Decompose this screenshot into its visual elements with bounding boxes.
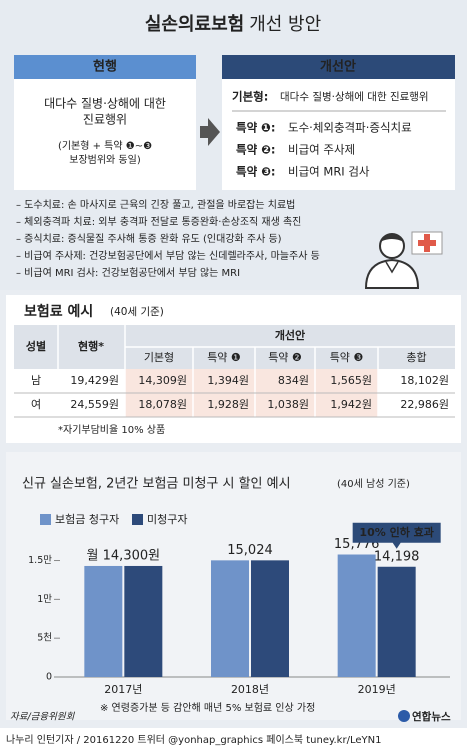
chart-footnote: ※ 연령증가분 등 감안해 매년 5% 보험료 인상 가정 (100, 701, 315, 714)
cell: 1,038원 (267, 398, 309, 411)
bar (251, 560, 289, 677)
y-tick-label: 1만 (37, 594, 52, 605)
cell: 1,928원 (207, 398, 249, 411)
value-label: 월 14,300원 (87, 548, 161, 563)
cell: 여 (31, 398, 41, 411)
cell: 18,078원 (138, 398, 187, 411)
title-bold: 실손의료보험 (145, 13, 244, 35)
header-cell: 성별 (26, 339, 46, 353)
x-tick-label: 2018년 (231, 683, 269, 696)
cell: 1,565원 (330, 374, 372, 387)
subheader-cell: 기본형 (144, 351, 174, 364)
person-icon (364, 231, 443, 289)
bar (377, 566, 416, 677)
current-header: 현행 (93, 59, 117, 75)
cell: 19,429원 (70, 374, 119, 387)
chart-subtitle: (40세 남성 기준) (337, 478, 410, 490)
source: 자료/금융위원회 (10, 712, 76, 723)
collar (385, 261, 399, 274)
legend-swatch (132, 514, 143, 525)
value-label: 14,198 (374, 549, 420, 564)
bar (84, 565, 123, 677)
y-tick-label: 5천 (37, 633, 52, 644)
current-line: 진료행위 (83, 112, 127, 127)
hair (380, 234, 404, 242)
proposal-header-band (222, 55, 455, 79)
cell: 834원 (278, 374, 309, 387)
logo: 연합뉴스 (412, 710, 451, 723)
y-tick-label: 0 (46, 672, 52, 683)
base-text: 대다수 질병·상해에 대한 진료행위 (280, 90, 429, 103)
subheader-cell: 특약 ❶ (207, 350, 241, 364)
chart-title: 신규 실손보험, 2년간 보험금 미청구 시 할인 예시 (22, 477, 291, 492)
bar (211, 560, 249, 677)
logo-mark (398, 710, 410, 722)
cell: 1,942원 (330, 398, 372, 411)
base-label: 기본형: (232, 90, 268, 104)
current-header-band (14, 55, 196, 79)
subheader-cell: 총합 (406, 351, 426, 364)
header-cell: 현행* (78, 339, 104, 353)
legend-swatch (40, 514, 51, 525)
note: – 비급여 주사제: 건강보험공단에서 부담 않는 신데렐라주사, 마늘주사 등 (16, 249, 320, 262)
title-rest: 개선 방안 (249, 14, 321, 35)
cell: 1,394원 (207, 374, 249, 387)
rider-label: 특약 ❸: (236, 165, 276, 179)
table-title: 보험료 예시 (24, 303, 93, 320)
x-tick-label: 2019년 (358, 683, 396, 696)
subheader-cell: 특약 ❸ (330, 350, 364, 364)
rider-text: 도수·체외충격파·증식치료 (288, 121, 412, 135)
cell: 남 (31, 374, 41, 387)
subheader-cell: 특약 ❷ (268, 350, 302, 364)
annotation: 10% 인하 효과 (359, 525, 433, 539)
current-note: (기본형 + 특약 ❶~❸ (58, 140, 152, 152)
cell: 24,559원 (70, 398, 119, 411)
title: 실손의료보험 개선 방안 (145, 13, 321, 35)
value-label: 15,024 (227, 543, 273, 558)
note: – 증식치료: 증식물질 주사해 통증 완화 유도 (인대강화 주사 등) (16, 232, 282, 245)
table-footnote: *자기부담비율 10% 상품 (58, 424, 165, 436)
table-subtitle: (40세 기준) (110, 306, 164, 318)
rider-label: 특약 ❷: (236, 143, 276, 157)
rider-text: 비급여 MRI 검사 (288, 165, 370, 179)
legend-label: 보험금 청구자 (55, 513, 119, 526)
rider-text: 비급여 주사제 (288, 143, 355, 157)
annotation-box (352, 522, 441, 549)
note: – 체외충격파 치료: 외부 충격파 전달로 통증완화·손상조직 재생 촉진 (16, 215, 301, 228)
header-cell: 개선안 (275, 328, 305, 342)
bar (124, 565, 163, 677)
legend-label: 미청구자 (147, 513, 187, 526)
cell: 22,986원 (400, 398, 449, 411)
bar (337, 554, 376, 677)
cell: 18,102원 (400, 374, 449, 387)
body (364, 258, 420, 289)
x-tick-label: 2017년 (104, 683, 142, 696)
note: – 비급여 MRI 검사: 건강보험공단에서 부담 않는 MRI (16, 267, 240, 279)
current-line: 대다수 질병·상해에 대한 (44, 97, 166, 111)
credit-strip (0, 728, 467, 751)
arrow (200, 118, 220, 146)
current-note: 보장범위와 동일) (69, 153, 141, 166)
note: – 도수치료: 손 마사지로 근육의 긴장 풀고, 관절을 바로잡는 치료법 (16, 198, 295, 211)
rider-label: 특약 ❶: (236, 121, 276, 135)
proposal-header: 개선안 (320, 59, 356, 75)
cross (418, 234, 436, 252)
y-tick-label: 1.5만 (28, 555, 52, 566)
credit: 나누리 인턴기자 / 20161220 트위터 @yonhap_graphics… (6, 733, 381, 746)
cell: 14,309원 (138, 374, 187, 387)
